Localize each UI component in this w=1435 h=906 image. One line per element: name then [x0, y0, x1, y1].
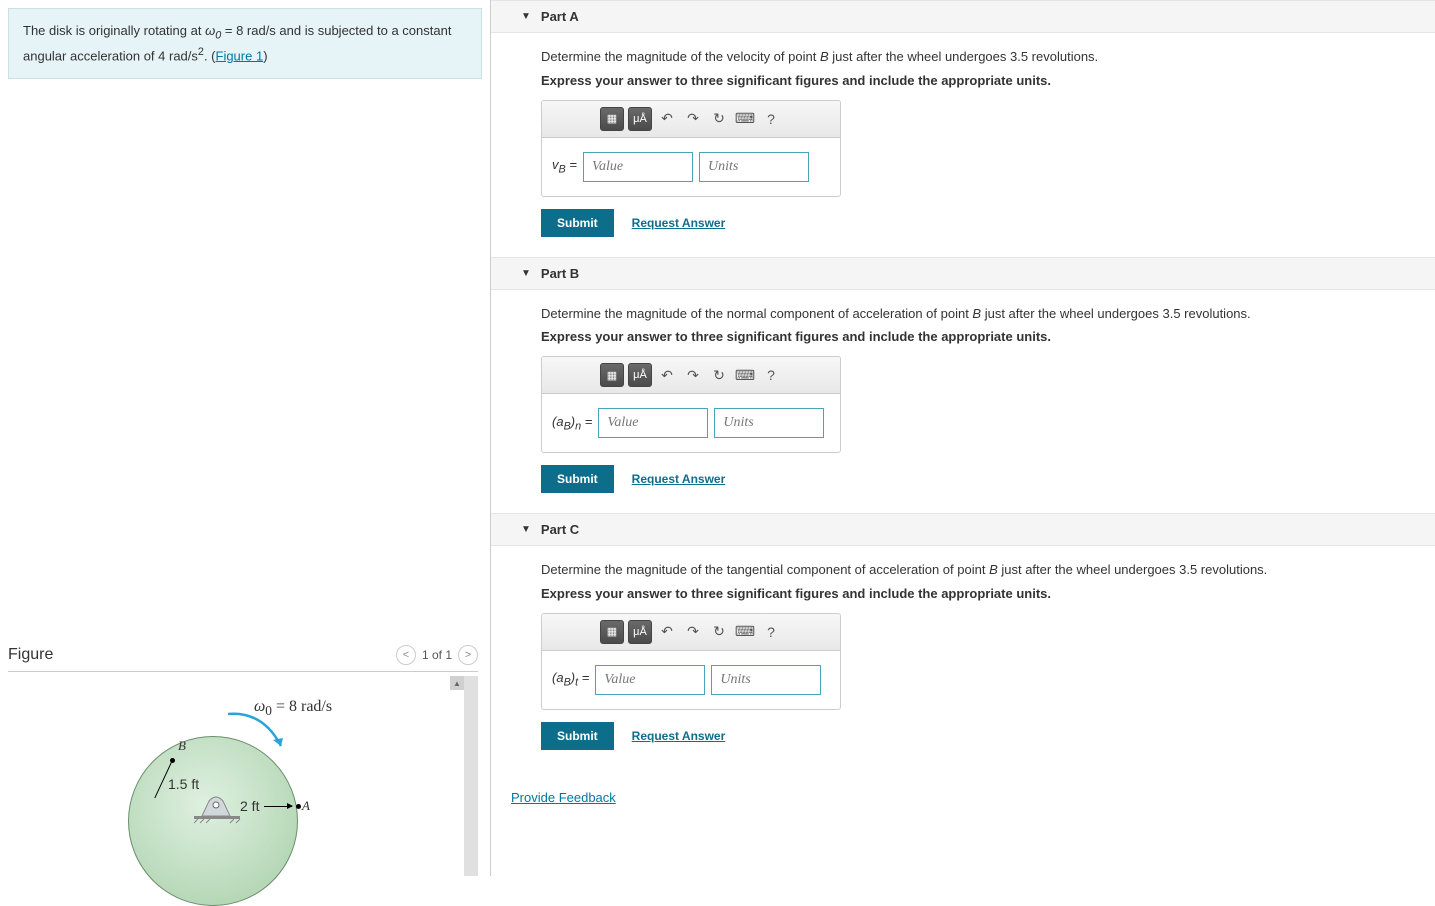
part-a-header[interactable]: ▼ Part A [491, 0, 1435, 33]
part-b-request-answer-link[interactable]: Request Answer [632, 472, 726, 486]
part-a-instr: Express your answer to three significant… [541, 73, 1405, 88]
redo-icon[interactable]: ↷ [682, 364, 704, 386]
part-b-body: Determine the magnitude of the normal co… [491, 290, 1435, 514]
redo-icon[interactable]: ↷ [682, 108, 704, 130]
part-a-input-row: vB = [542, 138, 840, 196]
part-c-request-answer-link[interactable]: Request Answer [632, 729, 726, 743]
special-char-icon[interactable]: μÅ [628, 620, 652, 644]
omega-label: ω0 = 8 rad/s [254, 698, 332, 719]
help-icon[interactable]: ? [760, 108, 782, 130]
part-b-toolbar: ▦ μÅ ↶ ↷ ↻ ⌨ ? [542, 357, 840, 394]
part-b-answer-panel: ▦ μÅ ↶ ↷ ↻ ⌨ ? (aB)n = [541, 356, 841, 453]
part-c-instr: Express your answer to three significant… [541, 586, 1405, 601]
part-a-body: Determine the magnitude of the velocity … [491, 33, 1435, 257]
reset-icon[interactable]: ↻ [708, 364, 730, 386]
keyboard-icon[interactable]: ⌨ [734, 108, 756, 130]
pivot-icon [194, 796, 244, 826]
part-c-var-label: (aB)t = [552, 670, 589, 689]
keyboard-icon[interactable]: ⌨ [734, 621, 756, 643]
template-icon[interactable]: ▦ [600, 107, 624, 131]
figure-next-button[interactable]: > [458, 645, 478, 665]
part-c-body: Determine the magnitude of the tangentia… [491, 546, 1435, 770]
reset-icon[interactable]: ↻ [708, 621, 730, 643]
part-a-actions: Submit Request Answer [541, 209, 1405, 237]
part-b-submit-button[interactable]: Submit [541, 465, 614, 493]
part-c-title: Part C [541, 522, 579, 537]
chevron-down-icon: ▼ [521, 524, 531, 535]
reset-icon[interactable]: ↻ [708, 108, 730, 130]
point-b-label: B [178, 738, 186, 754]
part-b-value-input[interactable] [598, 408, 708, 438]
undo-icon[interactable]: ↶ [656, 364, 678, 386]
radius-a-label: 2 ft [240, 798, 259, 814]
left-panel: The disk is originally rotating at ω0 = … [0, 0, 490, 876]
figure-prev-button[interactable]: < [396, 645, 416, 665]
part-b-units-input[interactable] [714, 408, 824, 438]
figure-header: Figure < 1 of 1 > [8, 639, 478, 671]
point-a-marker [296, 804, 301, 809]
figure-title: Figure [8, 646, 53, 664]
part-a-prompt: Determine the magnitude of the velocity … [541, 47, 1405, 67]
part-c-submit-button[interactable]: Submit [541, 722, 614, 750]
template-icon[interactable]: ▦ [600, 363, 624, 387]
part-a-request-answer-link[interactable]: Request Answer [632, 216, 726, 230]
part-c-header[interactable]: ▼ Part C [491, 513, 1435, 546]
part-c-answer-panel: ▦ μÅ ↶ ↷ ↻ ⌨ ? (aB)t = [541, 613, 841, 710]
part-a-var-label: vB = [552, 157, 577, 176]
part-a-value-input[interactable] [583, 152, 693, 182]
part-b-prompt: Determine the magnitude of the normal co… [541, 304, 1405, 324]
help-icon[interactable]: ? [760, 364, 782, 386]
undo-icon[interactable]: ↶ [656, 621, 678, 643]
radius-b-label: 1.5 ft [168, 776, 199, 792]
part-c-input-row: (aB)t = [542, 651, 840, 709]
special-char-icon[interactable]: μÅ [628, 107, 652, 131]
right-panel: ▼ Part A Determine the magnitude of the … [490, 0, 1435, 876]
figure-canvas: ▲ ω0 = 8 rad/s B 1.5 ft 2 ft A [8, 676, 478, 876]
figure-section: Figure < 1 of 1 > ▲ ω0 = 8 rad/s B 1.5 f… [8, 639, 478, 876]
part-b-header[interactable]: ▼ Part B [491, 257, 1435, 290]
part-a-toolbar: ▦ μÅ ↶ ↷ ↻ ⌨ ? [542, 101, 840, 138]
problem-text: The disk is originally rotating at [23, 23, 205, 38]
arrow-a-icon [264, 806, 292, 807]
undo-icon[interactable]: ↶ [656, 108, 678, 130]
part-b-actions: Submit Request Answer [541, 465, 1405, 493]
part-c-value-input[interactable] [595, 665, 705, 695]
figure-nav: < 1 of 1 > [396, 645, 478, 665]
scroll-up-icon[interactable]: ▲ [450, 676, 464, 690]
figure-divider [8, 671, 478, 672]
help-icon[interactable]: ? [760, 621, 782, 643]
part-b-title: Part B [541, 266, 579, 281]
chevron-down-icon: ▼ [521, 11, 531, 22]
part-a-title: Part A [541, 9, 579, 24]
figure-nav-text: 1 of 1 [422, 648, 452, 662]
part-c-actions: Submit Request Answer [541, 722, 1405, 750]
template-icon[interactable]: ▦ [600, 620, 624, 644]
part-a-submit-button[interactable]: Submit [541, 209, 614, 237]
special-char-icon[interactable]: μÅ [628, 363, 652, 387]
part-a-answer-panel: ▦ μÅ ↶ ↷ ↻ ⌨ ? vB = [541, 100, 841, 197]
figure-link[interactable]: Figure 1 [216, 48, 264, 63]
part-c-units-input[interactable] [711, 665, 821, 695]
part-b-var-label: (aB)n = [552, 414, 592, 433]
part-a-units-input[interactable] [699, 152, 809, 182]
part-b-input-row: (aB)n = [542, 394, 840, 452]
chevron-down-icon: ▼ [521, 268, 531, 279]
provide-feedback-link[interactable]: Provide Feedback [511, 790, 616, 805]
point-a-label: A [302, 798, 310, 814]
part-c-toolbar: ▦ μÅ ↶ ↷ ↻ ⌨ ? [542, 614, 840, 651]
problem-statement: The disk is originally rotating at ω0 = … [8, 8, 482, 79]
part-b-instr: Express your answer to three significant… [541, 329, 1405, 344]
keyboard-icon[interactable]: ⌨ [734, 364, 756, 386]
part-c-prompt: Determine the magnitude of the tangentia… [541, 560, 1405, 580]
redo-icon[interactable]: ↷ [682, 621, 704, 643]
